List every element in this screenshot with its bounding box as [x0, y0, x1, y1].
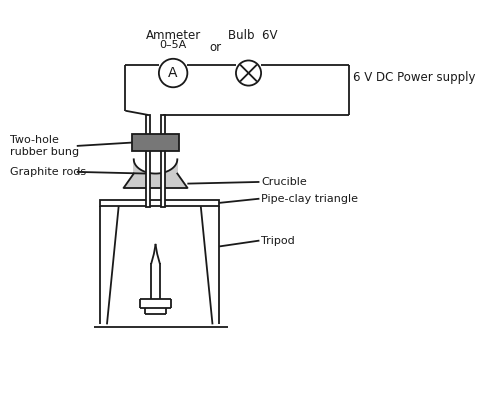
Circle shape	[236, 61, 261, 86]
Text: Pipe-clay triangle: Pipe-clay triangle	[261, 194, 358, 204]
Bar	[146, 115, 150, 207]
Text: 0–5A: 0–5A	[159, 40, 187, 50]
Bar	[161, 115, 165, 207]
Text: Crucible: Crucible	[261, 177, 307, 187]
Bar	[100, 200, 219, 206]
Text: Bulb  6V: Bulb 6V	[228, 29, 277, 42]
Text: Graphite rods: Graphite rods	[10, 167, 86, 177]
Text: Two-hole
rubber bung: Two-hole rubber bung	[10, 135, 79, 157]
Circle shape	[159, 59, 187, 87]
Bar	[132, 134, 179, 151]
Polygon shape	[124, 159, 187, 188]
Text: or: or	[209, 41, 221, 53]
Text: Ammeter: Ammeter	[145, 29, 201, 42]
Text: A: A	[168, 66, 178, 80]
Text: 6 V DC Power supply: 6 V DC Power supply	[353, 71, 476, 84]
Text: Tripod: Tripod	[261, 235, 295, 246]
